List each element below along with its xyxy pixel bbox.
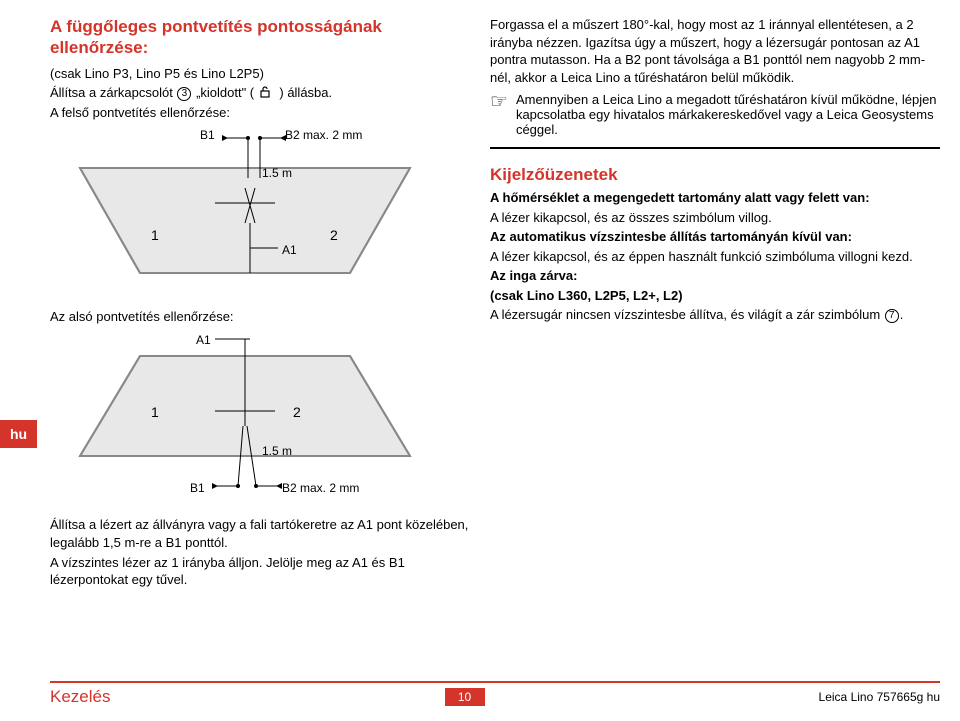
label-dist-lower: 1.5 m xyxy=(262,444,292,458)
label-1-upper: 1 xyxy=(151,227,159,243)
label-b2-lower: B2 max. 2 mm xyxy=(282,481,359,495)
circled-7: 7 xyxy=(885,309,899,323)
hand-icon: ☞ xyxy=(490,92,508,137)
section-title: A függőleges pontvetítés pontosságának e… xyxy=(50,16,470,59)
auto-heading: Az automatikus vízszintesbe állítás tart… xyxy=(490,228,940,246)
note-text: Amennyiben a Leica Lino a megadott tűrés… xyxy=(516,92,940,137)
label-b1: B1 xyxy=(200,128,215,142)
lower-diagram: A1 1 2 1.5 m B1 B2 max. 2 mm xyxy=(50,331,470,504)
label-dist-upper: 1.5 m xyxy=(262,166,292,180)
temp-heading: A hőmérséklet a megengedett tartomány al… xyxy=(490,189,940,207)
page-body: A függőleges pontvetítés pontosságának e… xyxy=(0,0,960,504)
mark-instruction: A vízszintes lézer az 1 irányba álljon. … xyxy=(50,554,470,589)
text-mid: „kioldott" ( xyxy=(192,85,257,100)
language-tab: hu xyxy=(0,420,37,448)
label-2-lower: 2 xyxy=(293,404,301,420)
pendulum-heading: Az inga zárva: xyxy=(490,267,940,285)
lock-icon xyxy=(260,85,274,103)
pendulum-text-post: . xyxy=(900,307,904,322)
text-pre: Állítsa a zárkapcsolót xyxy=(50,85,176,100)
label-2-upper: 2 xyxy=(330,227,338,243)
pendulum-models: (csak Lino L360, L2P5, L2+, L2) xyxy=(490,287,940,305)
label-a1-lower: A1 xyxy=(196,333,211,347)
tripod-instruction: Állítsa a lézert az állványra vagy a fal… xyxy=(50,516,470,551)
label-b2max: B2 max. 2 mm xyxy=(285,128,362,142)
left-column: A függőleges pontvetítés pontosságának e… xyxy=(0,16,470,504)
auto-body: A lézer kikapcsol, és az éppen használt … xyxy=(490,248,940,266)
note-block: ☞ Amennyiben a Leica Lino a megadott tűr… xyxy=(490,92,940,137)
right-column: Forgassa el a műszert 180°-kal, hogy mos… xyxy=(490,16,940,504)
label-b1-lower: B1 xyxy=(190,481,205,495)
footer-doc-id: Leica Lino 757665g hu xyxy=(819,690,940,704)
upper-check-label: A felső pontvetítés ellenőrzése: xyxy=(50,104,470,122)
label-1-lower: 1 xyxy=(151,404,159,420)
text-post: ) állásba. xyxy=(276,85,332,100)
footer-section: Kezelés xyxy=(50,687,110,707)
page-number: 10 xyxy=(445,688,485,706)
model-note: (csak Lino P3, Lino P5 és Lino L2P5) xyxy=(50,65,470,83)
bottom-instruction: Állítsa a lézert az állványra vagy a fal… xyxy=(50,516,470,588)
lower-check-label: Az alsó pontvetítés ellenőrzése: xyxy=(50,308,470,326)
upper-diagram: B1 B2 max. 2 mm 1.5 m 1 2 A1 xyxy=(50,128,470,306)
divider xyxy=(490,147,940,149)
pendulum-body: A lézersugár nincsen vízszintesbe állítv… xyxy=(490,306,940,324)
label-a1-upper: A1 xyxy=(282,243,297,257)
temp-body: A lézer kikapcsol, és az összes szimbólu… xyxy=(490,209,940,227)
page-footer: Kezelés 10 Leica Lino 757665g hu xyxy=(50,681,940,707)
rotate-instruction: Forgassa el a műszert 180°-kal, hogy mos… xyxy=(490,16,940,86)
switch-instruction: Állítsa a zárkapcsolót 3 „kioldott" ( ) … xyxy=(50,84,470,102)
circled-3: 3 xyxy=(177,87,191,101)
messages-title: Kijelzőüzenetek xyxy=(490,165,940,185)
pendulum-text-pre: A lézersugár nincsen vízszintesbe állítv… xyxy=(490,307,884,322)
